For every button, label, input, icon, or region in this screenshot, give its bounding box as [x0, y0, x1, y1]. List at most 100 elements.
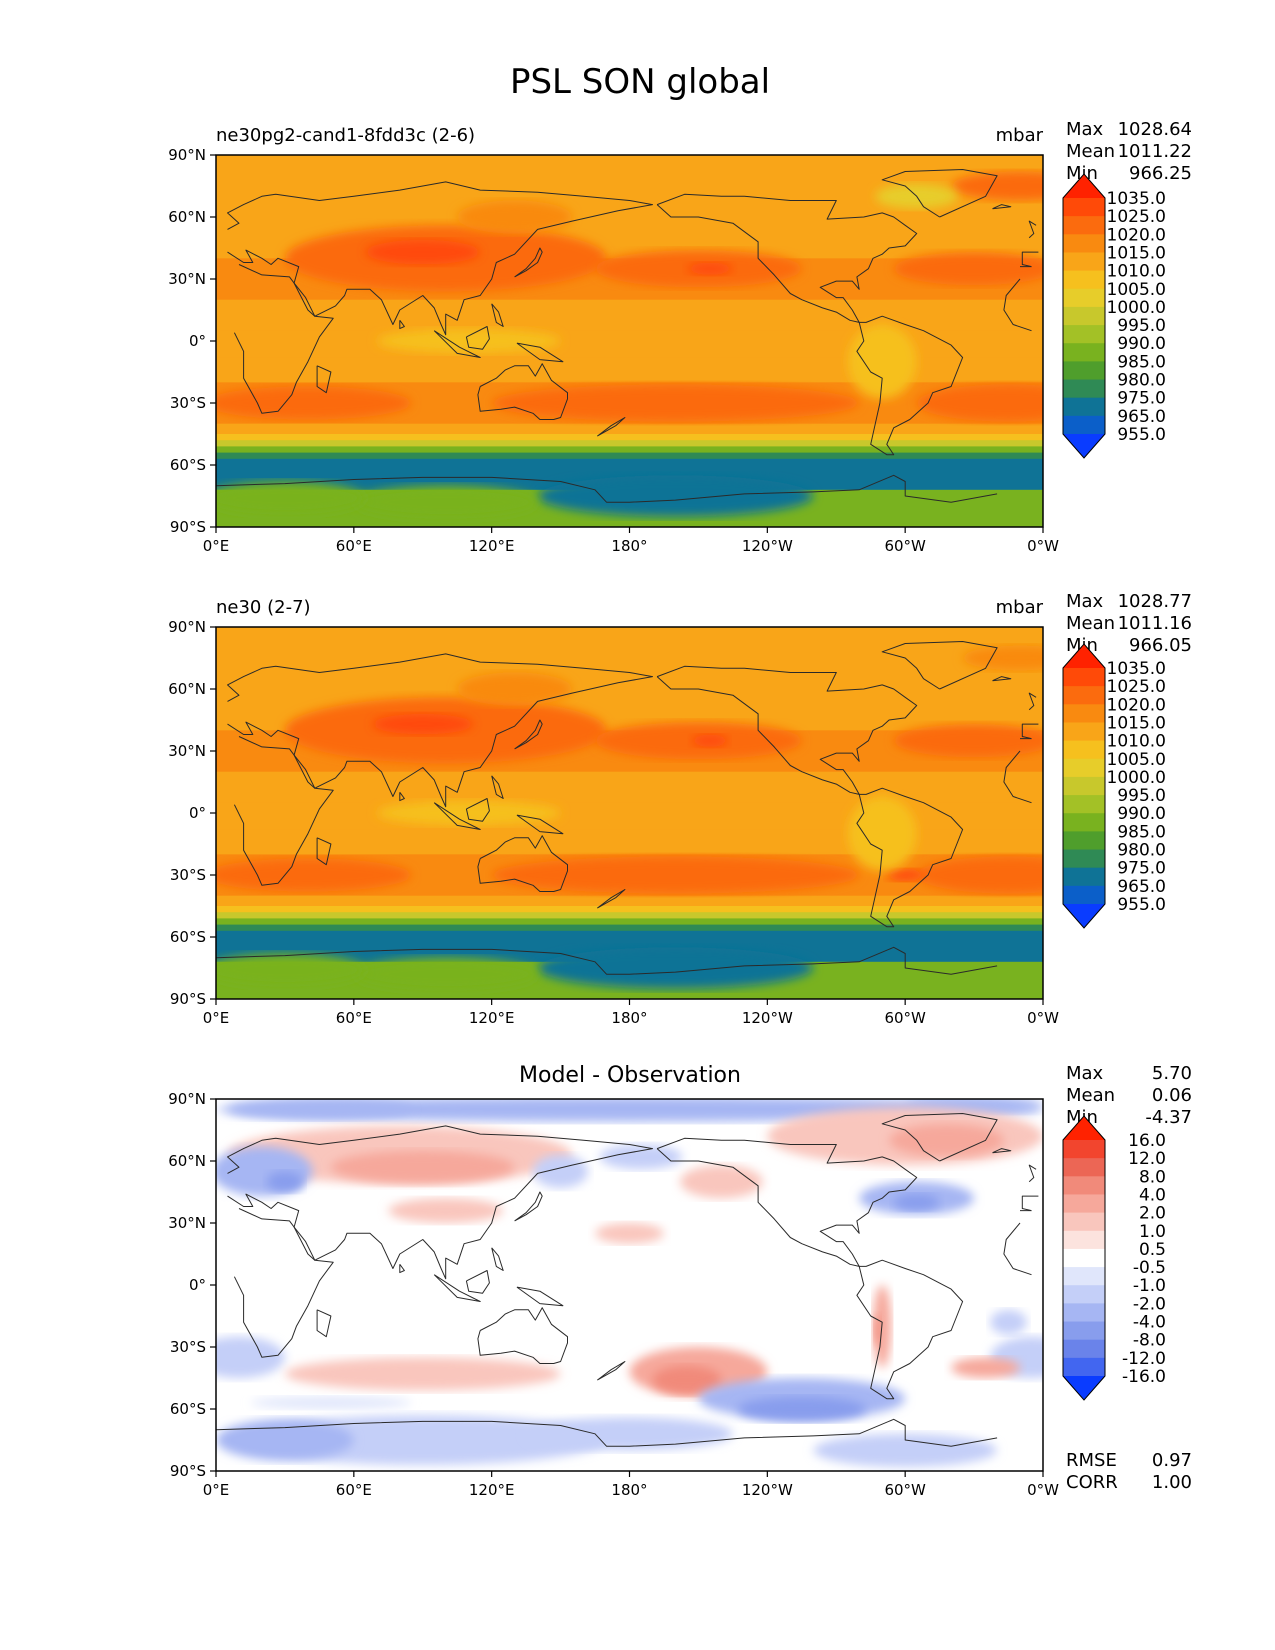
field-anomaly: [893, 1194, 940, 1211]
stat-value: 0.97: [1152, 1450, 1192, 1471]
y-tick-label: 90°S: [170, 518, 206, 536]
x-tick-label: 120°W: [742, 537, 793, 555]
field-anomaly: [916, 384, 1043, 422]
field-band: [216, 330, 1043, 359]
colorbar-level-label: 12.0: [1128, 1149, 1166, 1169]
colorbar-level-label: 1005.0: [1107, 280, 1166, 300]
error-stats: RMSE 0.97 CORR 1.00: [1066, 1450, 1192, 1493]
field-anomaly: [886, 868, 924, 882]
coastline: [881, 641, 998, 690]
x-tick-label: 0°W: [1027, 1481, 1059, 1499]
field-anomaly: [376, 800, 561, 826]
field-anomaly: [813, 1433, 998, 1467]
x-tick-label: 60°E: [336, 1481, 372, 1499]
field-anomaly: [737, 1396, 867, 1422]
field-anomaly: [916, 856, 1043, 894]
field-anomaly: [526, 1417, 733, 1451]
colorbar-swatch: [1063, 1158, 1105, 1177]
colorbar-swatch: [1063, 1321, 1105, 1341]
coastline: [1028, 692, 1037, 711]
colorbar-swatch: [1063, 1140, 1105, 1159]
y-tick-label: 90°N: [168, 618, 206, 636]
colorbar-level-label: -2.0: [1133, 1294, 1166, 1314]
field-band: [216, 771, 1043, 804]
coastline: [227, 653, 1039, 808]
coastline: [399, 792, 405, 802]
colorbar-level-label: 990.0: [1117, 334, 1166, 354]
coastline: [227, 1125, 1039, 1280]
colorbar-outline: [1062, 643, 1106, 929]
x-tick-label: 120°W: [742, 1009, 793, 1027]
colorbar-extend-top: [1063, 644, 1105, 668]
colorbar-level-label: 0.5: [1139, 1240, 1166, 1260]
colorbar-level-label: 16.0: [1128, 1131, 1166, 1151]
colorbar-swatch: [1063, 343, 1105, 362]
field-band: [216, 829, 1043, 855]
field-band: [216, 440, 1043, 447]
y-tick-label: 30°S: [170, 1338, 206, 1356]
y-tick-label: 30°N: [168, 1214, 206, 1232]
field-anomaly: [216, 858, 412, 892]
colorbar-swatch: [1063, 415, 1105, 435]
colorbar-swatch: [1063, 758, 1105, 778]
x-tick-label: 120°E: [469, 537, 515, 555]
coastline: [596, 1361, 626, 1381]
panel-left-title: ne30pg2-cand1-8fdd3c (2-6): [216, 125, 475, 146]
coastline: [491, 775, 504, 799]
colorbar-swatch: [1063, 776, 1105, 796]
field-anomaly: [457, 672, 573, 706]
y-tick-label: 90°S: [170, 1462, 206, 1480]
colorbar: 1035.01025.01020.01015.01010.01005.01000…: [1062, 173, 1166, 459]
coastline: [477, 363, 568, 420]
colorbar-swatch: [1063, 1339, 1105, 1359]
field-band: [216, 912, 1043, 919]
colorbar-level-label: 1010.0: [1107, 262, 1166, 282]
field-anomaly: [847, 324, 917, 399]
stats-block: Max 1028.64 Mean 1011.22 Min 966.25: [1066, 119, 1192, 184]
field-anomaly: [376, 328, 561, 354]
field-anomaly: [216, 386, 412, 420]
stat-value: 1011.16: [1118, 613, 1192, 634]
colorbar-swatch: [1063, 1248, 1105, 1268]
coastline: [399, 320, 405, 330]
stat-label: Max: [1066, 119, 1104, 140]
y-tick-label: 30°N: [168, 270, 206, 288]
field-anomaly: [990, 1309, 1027, 1335]
colorbar-swatch: [1063, 379, 1105, 399]
colorbar-swatch: [1063, 1267, 1105, 1286]
x-tick-label: 60°E: [336, 1009, 372, 1027]
field-band: [216, 924, 1043, 932]
colorbar-swatch: [1063, 252, 1105, 272]
map-field: [216, 1099, 1043, 1471]
stat-label: Max: [1066, 1063, 1104, 1084]
coastline: [656, 665, 918, 795]
colorbar-level-label: 980.0: [1117, 371, 1166, 391]
field-anomaly: [537, 475, 814, 517]
map-field: [216, 627, 1043, 999]
colorbar-swatch: [1063, 722, 1105, 742]
colorbar-level-label: 4.0: [1139, 1185, 1166, 1205]
stat-label: Mean: [1066, 1085, 1115, 1106]
field-anomaly: [680, 1165, 763, 1199]
y-tick-label: 60°N: [168, 208, 206, 226]
field-band: [216, 434, 1043, 441]
y-tick-label: 90°S: [170, 990, 206, 1008]
colorbar-swatch: [1063, 849, 1105, 869]
coastline: [477, 1307, 568, 1364]
y-tick-label: 30°N: [168, 742, 206, 760]
colorbar-level-label: 965.0: [1117, 407, 1166, 427]
y-tick-label: 0°: [189, 804, 206, 822]
x-tick-label: 120°W: [742, 1481, 793, 1499]
map-field: [216, 155, 1043, 527]
colorbar-level-label: 2.0: [1139, 1204, 1166, 1224]
colorbar-extend-top: [1063, 174, 1105, 198]
stat-label: RMSE: [1066, 1450, 1117, 1471]
x-tick-label: 120°E: [469, 1481, 515, 1499]
coastline: [491, 303, 504, 327]
coastline: [316, 1309, 332, 1338]
x-tick-label: 0°W: [1027, 1009, 1059, 1027]
colorbar-level-label: 1025.0: [1107, 677, 1166, 697]
colorbar-level-label: 965.0: [1117, 877, 1166, 897]
colorbar-level-label: -8.0: [1133, 1331, 1166, 1351]
